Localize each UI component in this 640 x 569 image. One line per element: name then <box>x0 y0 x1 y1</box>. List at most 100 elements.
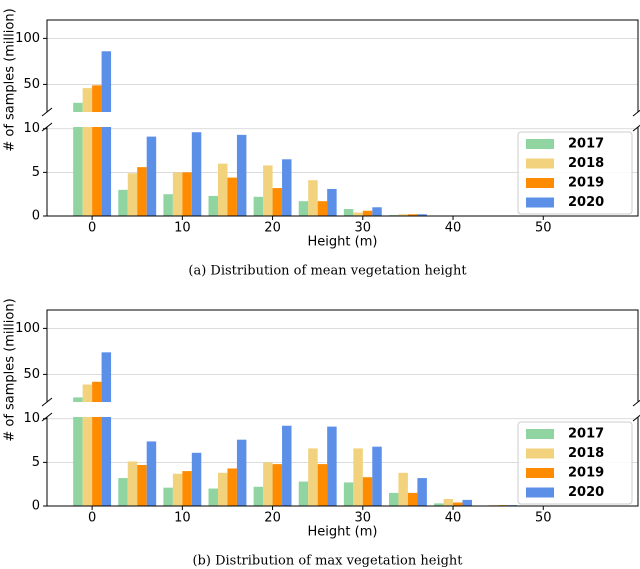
bar <box>362 477 373 506</box>
bar <box>73 397 83 402</box>
bar <box>146 136 157 216</box>
bar <box>127 173 138 216</box>
bar <box>92 381 102 402</box>
y-tick-label: 0 <box>32 499 40 514</box>
break-mark <box>41 122 53 132</box>
bar <box>172 172 183 216</box>
bar <box>172 473 183 506</box>
bar <box>317 201 328 216</box>
legend-label: 2018 <box>568 446 604 461</box>
legend-box <box>517 421 633 505</box>
bar <box>127 461 138 506</box>
lower-spine <box>46 417 639 507</box>
upper-spine <box>46 19 639 112</box>
break-mark <box>41 397 53 407</box>
bar <box>253 196 264 216</box>
bar <box>208 195 218 216</box>
bar <box>92 417 102 506</box>
bar <box>308 448 318 506</box>
bar <box>236 439 247 506</box>
bar <box>217 163 228 216</box>
bar <box>73 127 83 216</box>
break-mark <box>41 107 53 117</box>
y-axis-label: # of samples (million) <box>3 8 18 151</box>
x-tick-label: 0 <box>88 511 96 526</box>
bar <box>272 188 283 216</box>
y-tick-label: 5 <box>32 165 40 180</box>
bar <box>253 486 264 506</box>
bar <box>372 446 382 506</box>
break-mark <box>632 124 640 132</box>
bar <box>101 127 112 216</box>
x-tick-label: 10 <box>174 221 191 236</box>
bar <box>443 499 454 506</box>
bar <box>146 441 157 506</box>
bar <box>163 194 173 216</box>
bar <box>417 478 427 506</box>
bar <box>118 189 128 216</box>
bar <box>227 468 237 506</box>
bar <box>182 471 192 506</box>
legend-swatch <box>526 197 554 208</box>
bar <box>398 472 408 506</box>
bar <box>101 352 112 402</box>
x-axis-label: Height (m) <box>308 525 378 540</box>
bar <box>317 464 328 506</box>
x-tick-label: 10 <box>174 511 191 526</box>
bar <box>227 177 237 216</box>
bar <box>417 214 427 216</box>
y-tick-label: 50 <box>23 77 40 92</box>
break-mark <box>632 414 640 422</box>
bar <box>282 159 292 216</box>
legend-label: 2020 <box>568 195 604 210</box>
x-tick-label: 20 <box>264 511 281 526</box>
bar <box>327 188 337 216</box>
bar <box>137 167 147 216</box>
lower-spine <box>46 127 639 217</box>
legend-swatch <box>526 139 554 149</box>
bar <box>73 102 83 112</box>
legend-swatch <box>526 487 554 498</box>
y-axis-label: # of samples (million) <box>3 298 18 441</box>
y-tick-label: 5 <box>32 455 40 470</box>
x-tick-label: 40 <box>445 511 462 526</box>
x-tick-label: 30 <box>355 221 372 236</box>
y-tick-label: 50 <box>23 367 40 382</box>
legend-label: 2018 <box>568 156 604 171</box>
upper-bars <box>73 352 112 402</box>
legend-box <box>517 131 633 215</box>
upper-bars <box>73 51 112 112</box>
bar <box>92 127 102 216</box>
bar <box>82 384 93 402</box>
bar <box>407 492 418 506</box>
bar <box>92 85 102 112</box>
legend-swatch <box>526 448 554 459</box>
lower-bars <box>73 127 427 216</box>
lower-bars <box>73 417 518 506</box>
bar <box>101 51 112 112</box>
legend-swatch <box>526 158 554 169</box>
bar <box>263 462 273 506</box>
legend-swatch <box>526 178 554 188</box>
bar <box>272 464 283 506</box>
bar <box>353 212 363 216</box>
bar <box>163 487 173 506</box>
bar <box>453 502 463 506</box>
x-tick-label: 40 <box>445 221 462 236</box>
bar <box>327 426 337 506</box>
legend-label: 2017 <box>568 427 604 442</box>
break-mark <box>41 412 53 422</box>
bar <box>388 492 399 506</box>
x-tick-label: 50 <box>535 511 552 526</box>
bar <box>236 134 247 216</box>
bar <box>298 481 309 506</box>
y-tick-label: 0 <box>32 209 40 224</box>
x-tick-label: 20 <box>264 221 281 236</box>
bar <box>82 417 93 506</box>
bar <box>191 132 202 216</box>
bar <box>343 209 354 216</box>
y-tick-label: 10 <box>23 121 40 136</box>
bar <box>343 482 354 506</box>
y-tick-label: 100 <box>15 31 40 46</box>
